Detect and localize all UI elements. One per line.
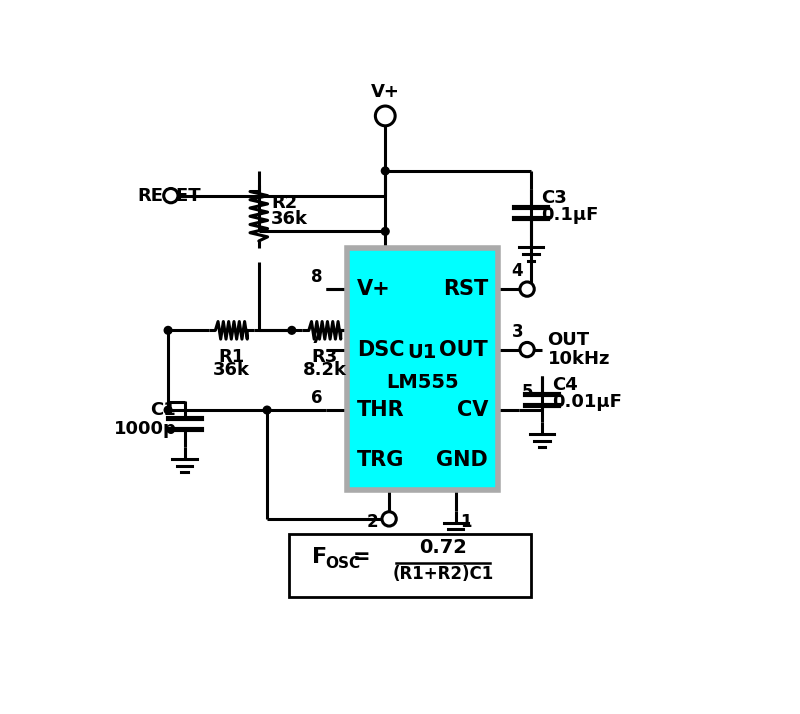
Text: C4: C4 (552, 376, 578, 394)
Text: R2: R2 (271, 193, 297, 211)
Text: 3: 3 (511, 323, 523, 341)
Circle shape (520, 282, 534, 296)
Text: 6: 6 (311, 389, 322, 407)
Bar (346, 248, 498, 490)
Text: 1: 1 (460, 513, 471, 531)
Text: C1: C1 (150, 401, 176, 419)
Circle shape (263, 406, 271, 414)
Text: R3: R3 (312, 348, 338, 366)
Circle shape (164, 326, 172, 334)
Text: 1000p: 1000p (114, 421, 176, 438)
Text: C3: C3 (541, 189, 566, 207)
Text: 8.2k: 8.2k (302, 361, 346, 379)
Text: 0.01μF: 0.01μF (552, 393, 622, 411)
Circle shape (288, 326, 296, 334)
Text: LM555: LM555 (386, 373, 458, 392)
Text: OSC: OSC (325, 556, 360, 571)
Text: OUT: OUT (439, 340, 488, 360)
Text: RESET: RESET (138, 186, 202, 205)
Text: GND: GND (436, 450, 488, 470)
Text: THR: THR (357, 400, 404, 420)
Circle shape (382, 228, 389, 235)
Text: V+: V+ (371, 83, 400, 101)
Text: 5: 5 (522, 383, 534, 401)
Text: 7: 7 (311, 329, 322, 347)
Text: TRG: TRG (357, 450, 404, 470)
Circle shape (164, 188, 178, 203)
Circle shape (164, 406, 172, 414)
Text: $\mathbf{F}$: $\mathbf{F}$ (311, 547, 326, 567)
Text: 2: 2 (366, 513, 378, 531)
Bar (289, 534, 531, 597)
Text: U1: U1 (408, 343, 437, 362)
Text: 0.72: 0.72 (419, 538, 467, 557)
Text: CV: CV (457, 400, 488, 420)
Text: (R1+R2)C1: (R1+R2)C1 (392, 565, 494, 583)
Text: =: = (352, 547, 370, 567)
Text: RST: RST (443, 279, 488, 299)
Text: 36k: 36k (213, 361, 250, 379)
Text: V+: V+ (357, 279, 390, 299)
Text: R1: R1 (218, 348, 245, 366)
Text: 8: 8 (311, 268, 322, 286)
Text: 36k: 36k (271, 210, 308, 228)
Circle shape (375, 106, 395, 126)
Text: 10kHz: 10kHz (547, 351, 610, 368)
Text: 0.1μF: 0.1μF (541, 206, 598, 224)
Circle shape (520, 343, 534, 357)
Circle shape (382, 512, 396, 526)
Circle shape (382, 167, 389, 175)
Text: DSC: DSC (357, 340, 404, 360)
Text: 4: 4 (511, 262, 523, 281)
Text: OUT: OUT (547, 331, 590, 348)
